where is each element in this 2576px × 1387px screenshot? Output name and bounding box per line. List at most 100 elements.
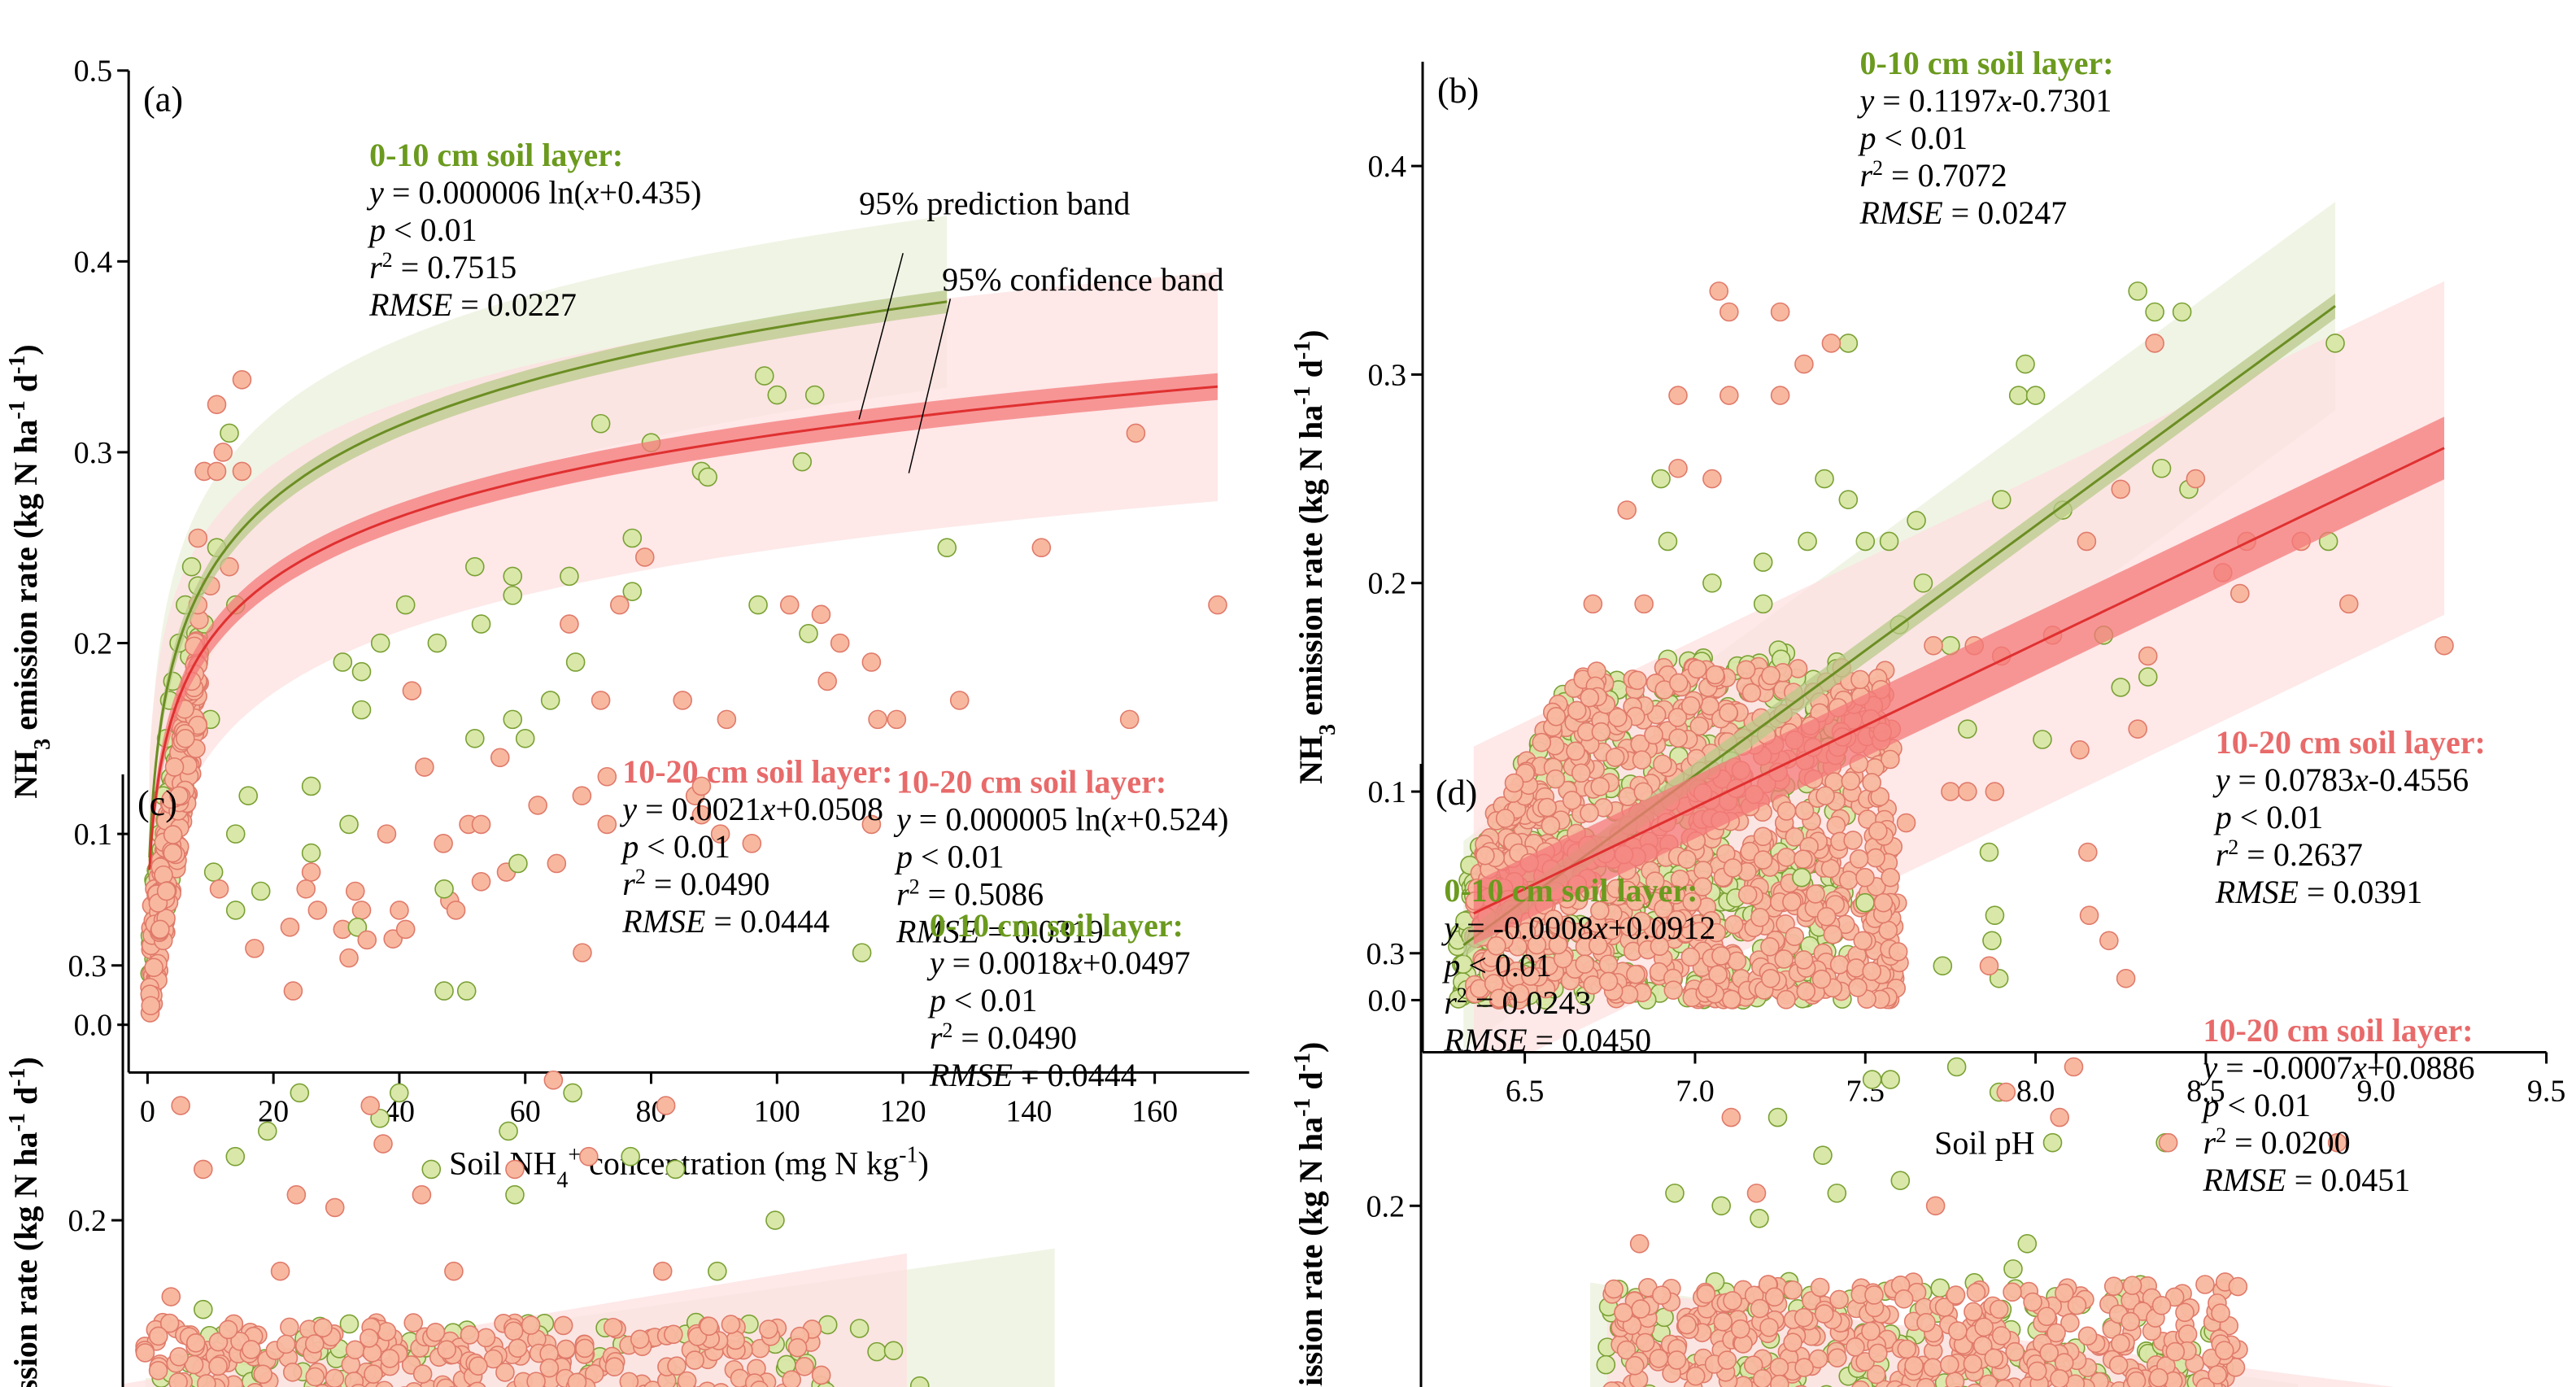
data-point — [795, 1358, 813, 1376]
data-point — [1706, 666, 1724, 684]
data-point — [1121, 710, 1139, 728]
data-point — [580, 1148, 598, 1166]
data-point — [364, 1365, 382, 1383]
data-point — [1506, 774, 1523, 792]
data-point — [789, 1339, 807, 1357]
data-point — [397, 596, 415, 614]
data-point — [136, 1344, 154, 1362]
annotation-title: 10-20 cm soil layer: — [896, 763, 1166, 800]
data-point — [509, 854, 527, 872]
data-point — [1754, 595, 1772, 613]
data-point — [665, 1325, 682, 1343]
data-point — [1592, 723, 1610, 741]
x-tick-label: 9.5 — [2527, 1074, 2566, 1108]
data-point — [1797, 983, 1815, 1001]
data-point — [1777, 802, 1795, 820]
data-point — [1600, 972, 1618, 990]
data-point — [1856, 894, 1874, 912]
data-point — [1869, 822, 1887, 840]
data-point — [760, 1320, 778, 1338]
data-point — [636, 548, 654, 566]
data-point — [477, 1328, 495, 1346]
data-point — [1678, 850, 1696, 868]
data-point — [1751, 909, 1769, 927]
data-point — [198, 1375, 216, 1387]
data-point — [1948, 1058, 1966, 1076]
data-point — [1881, 1071, 1899, 1088]
data-point — [2196, 1276, 2214, 1293]
data-point — [623, 529, 641, 547]
annotation-title: 0-10 cm soil layer: — [1859, 45, 2113, 81]
data-point — [517, 730, 534, 748]
data-point — [1840, 871, 1858, 889]
y-tick-label: 0.2 — [74, 627, 113, 661]
data-point — [340, 949, 358, 967]
annotation-p-value: p < 0.01 — [927, 982, 1038, 1018]
data-point — [800, 625, 817, 643]
annotation-equation: y = 0.000006 ln(x+0.435) — [366, 174, 701, 211]
x-tick-label: 8.0 — [2016, 1074, 2055, 1108]
data-point — [438, 1341, 455, 1359]
annotation-r2: r2 = 0.7072 — [1859, 156, 2007, 194]
data-point — [259, 1122, 277, 1140]
data-point — [1725, 916, 1743, 934]
data-point — [509, 1339, 527, 1357]
data-point — [377, 825, 395, 843]
data-point — [1127, 424, 1144, 442]
data-point — [1689, 660, 1706, 678]
data-point — [1933, 957, 1951, 975]
y-tick-label: 0.3 — [74, 436, 113, 470]
data-point — [177, 730, 194, 748]
data-point — [164, 826, 182, 844]
annotation-equation: y = 0.1197x-0.7301 — [1856, 82, 2112, 119]
data-point — [884, 1341, 902, 1359]
data-point — [252, 883, 270, 901]
data-point — [1720, 386, 1738, 404]
data-point — [568, 1373, 586, 1387]
data-point — [158, 883, 176, 901]
data-point — [1645, 726, 1663, 744]
annotation-title: 10-20 cm soil layer: — [2216, 724, 2486, 761]
data-point — [573, 944, 591, 962]
data-point — [522, 1316, 540, 1334]
data-point — [155, 866, 172, 884]
annotation-rmse: RMSE = 0.0444 — [621, 903, 830, 940]
data-point — [1816, 787, 1834, 805]
data-point — [1867, 849, 1885, 867]
data-point — [557, 1340, 575, 1358]
data-point — [2146, 334, 2164, 352]
y-axis-title: NH3 emission rate (kg N ha-1 d-1) — [5, 1057, 55, 1387]
data-point — [1898, 814, 1916, 832]
data-point — [782, 1371, 800, 1387]
data-point — [473, 615, 490, 633]
data-point — [1664, 981, 1682, 999]
data-point — [631, 1330, 649, 1348]
data-point — [325, 1369, 343, 1387]
data-point — [473, 873, 490, 891]
data-point — [281, 918, 299, 936]
y-tick-label: 0.5 — [74, 55, 113, 89]
data-point — [353, 701, 371, 719]
data-point — [151, 920, 169, 938]
data-point — [1785, 927, 1803, 945]
data-point — [1854, 931, 1872, 949]
data-point — [1850, 850, 1868, 868]
data-point — [1618, 501, 1636, 519]
data-point — [239, 787, 257, 805]
annotation-equation: y = 0.0783x-0.4556 — [2212, 761, 2469, 798]
data-point — [374, 1135, 392, 1153]
data-point — [699, 468, 717, 486]
data-point — [1209, 596, 1227, 614]
data-point — [812, 605, 830, 623]
annotation-p-value: p < 0.01 — [620, 828, 730, 865]
data-point — [1703, 574, 1721, 592]
data-point — [194, 1301, 212, 1319]
data-point — [560, 567, 578, 585]
data-point — [2231, 585, 2249, 603]
data-point — [726, 1331, 744, 1349]
x-tick-label: 160 — [1131, 1094, 1178, 1128]
data-point — [1777, 991, 1795, 1009]
data-point — [145, 958, 163, 976]
data-point — [162, 1288, 180, 1306]
data-point — [172, 1097, 190, 1114]
